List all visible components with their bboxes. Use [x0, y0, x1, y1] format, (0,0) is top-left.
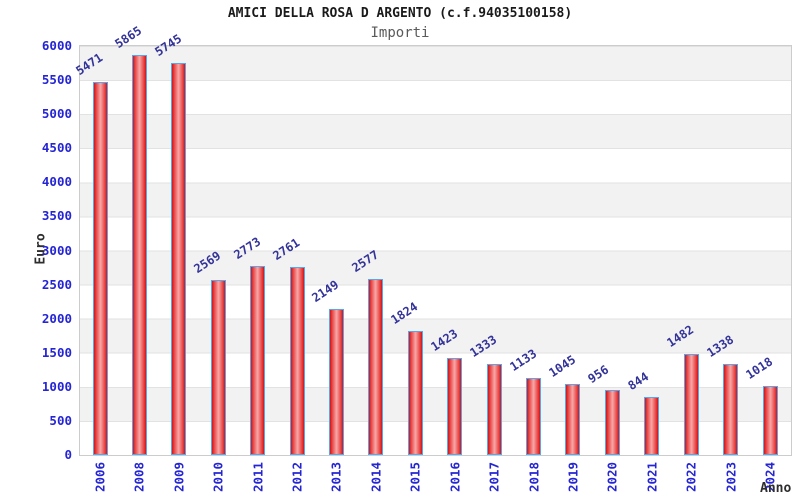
bar	[762, 385, 778, 455]
bar	[565, 383, 581, 455]
x-tick-label: 2014	[368, 461, 384, 493]
x-axis-label: Anno	[760, 481, 792, 496]
chart-subtitle: Importi	[370, 25, 430, 41]
x-tick-label: 2022	[683, 461, 699, 493]
x-tick-label: 2019	[565, 461, 581, 493]
y-tick-label: 0	[64, 447, 72, 462]
bar	[683, 353, 699, 455]
y-tick-label: 3500	[41, 208, 72, 224]
bar	[250, 265, 266, 455]
x-tick-label: 2015	[407, 461, 423, 493]
chart-title: AMICI DELLA ROSA D ARGENTO (c.f.94035100…	[227, 6, 573, 21]
y-tick-label: 4500	[41, 140, 72, 156]
x-tick-label: 2020	[604, 461, 620, 493]
plot-area	[79, 45, 792, 456]
x-tick-label: 2016	[447, 461, 463, 493]
y-tick-label: 2500	[41, 276, 72, 292]
x-tick-label: 2018	[526, 461, 542, 493]
bar	[486, 364, 502, 455]
y-tick-label: 3000	[41, 242, 72, 258]
x-tick-label: 2023	[723, 461, 739, 493]
x-tick-label: 2012	[289, 461, 305, 493]
bar	[447, 357, 463, 455]
bar	[526, 377, 542, 455]
bar	[289, 266, 305, 455]
bar	[644, 397, 660, 455]
y-tick-label: 5000	[41, 106, 72, 122]
x-tick-label: 2009	[171, 461, 187, 493]
x-tick-label: 2006	[92, 461, 108, 493]
bar	[723, 363, 739, 455]
bar	[407, 330, 423, 455]
y-tick-label: 500	[49, 412, 72, 428]
y-tick-label: 1500	[41, 344, 72, 360]
bar	[328, 308, 344, 455]
y-tick-label: 4000	[41, 174, 72, 190]
x-tick-label: 2008	[131, 461, 147, 493]
y-tick-label: 5500	[41, 72, 72, 88]
y-tick-label: 2000	[41, 310, 72, 326]
bar	[210, 279, 226, 455]
y-tick-label: 6000	[41, 38, 72, 53]
y-tick-label: 1000	[41, 378, 72, 394]
x-tick-label: 2013	[328, 461, 344, 493]
bar	[131, 55, 147, 455]
x-tick-label: 2011	[250, 461, 266, 493]
x-tick-label: 2021	[644, 461, 660, 493]
bar	[92, 82, 108, 455]
bar	[368, 279, 384, 455]
x-tick-label: 2017	[486, 461, 502, 493]
x-tick-label: 2010	[210, 461, 226, 493]
bar	[171, 63, 187, 455]
bar	[604, 389, 620, 455]
